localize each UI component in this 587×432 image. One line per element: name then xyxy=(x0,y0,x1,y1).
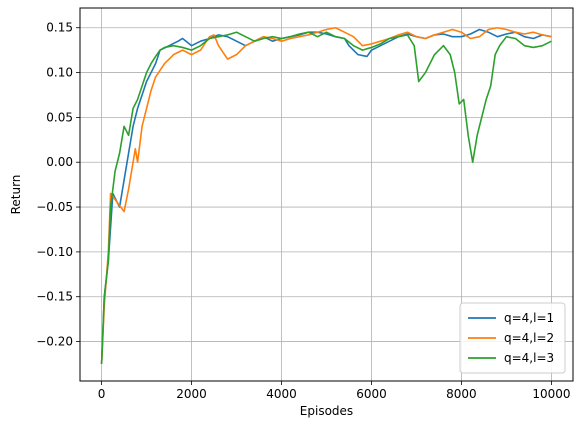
x-tick-label: 0 xyxy=(98,387,106,401)
legend: q=4,l=1 q=4,l=2 q=4,l=3 xyxy=(459,302,566,374)
x-tick-label: 2000 xyxy=(176,387,207,401)
x-tick-label: 10000 xyxy=(532,387,570,401)
y-tick-label: −0.20 xyxy=(36,335,73,349)
x-tick-label: 8000 xyxy=(446,387,477,401)
y-tick-label: −0.05 xyxy=(36,200,73,214)
legend-box xyxy=(459,302,566,374)
grid-lines xyxy=(80,8,573,381)
y-tick-label: 0.00 xyxy=(46,155,73,169)
y-tick-label: 0.10 xyxy=(46,66,73,80)
legend-label: q=4,l=1 xyxy=(504,311,554,325)
y-tick-label: 0.05 xyxy=(46,110,73,124)
y-tick-label: −0.10 xyxy=(36,245,73,259)
x-tick-label: 6000 xyxy=(356,387,387,401)
series-line-3 xyxy=(100,31,552,364)
y-axis-label: Return xyxy=(9,175,23,215)
y-tick-label: −0.15 xyxy=(36,290,73,304)
y-axis-ticks: −0.20 −0.15 −0.10 −0.05 0.00 0.05 0.10 0.15 xyxy=(36,21,80,349)
y-tick-label: 0.15 xyxy=(46,21,73,35)
plot-frame xyxy=(79,7,574,382)
series-line-1 xyxy=(100,28,552,364)
series-lines xyxy=(100,26,552,364)
x-axis-ticks: 0 2000 4000 6000 8000 10000 xyxy=(98,381,571,401)
x-axis-label: Episodes xyxy=(300,404,353,418)
legend-label: q=4,l=3 xyxy=(504,351,554,365)
legend-label: q=4,l=2 xyxy=(504,331,554,345)
x-tick-label: 4000 xyxy=(266,387,297,401)
series-line-2 xyxy=(100,26,552,364)
